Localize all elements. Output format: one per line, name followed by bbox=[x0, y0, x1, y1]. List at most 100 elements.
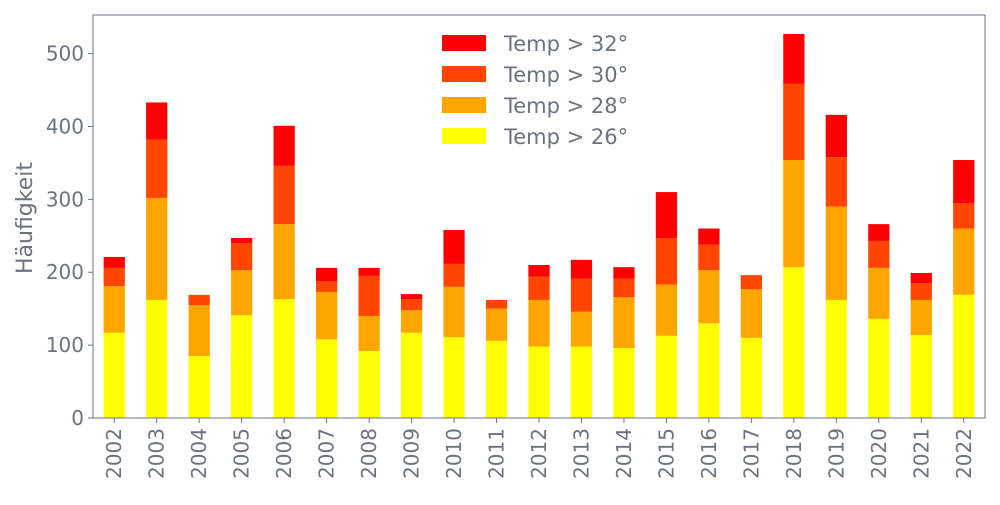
legend-label-3: Temp > 32° bbox=[503, 32, 628, 56]
bar-2007-series-2 bbox=[316, 280, 338, 292]
bar-2020-series-1 bbox=[868, 267, 890, 319]
bar-2005-series-0 bbox=[231, 315, 253, 418]
x-tick-label: 2009 bbox=[400, 428, 424, 479]
bar-2018-series-1 bbox=[783, 160, 805, 268]
bar-2014-series-3 bbox=[613, 267, 635, 279]
bar-2002-series-3 bbox=[103, 256, 125, 268]
x-tick-label: 2021 bbox=[909, 428, 933, 479]
legend-swatch-1 bbox=[442, 97, 486, 113]
legend-label-2: Temp > 30° bbox=[503, 63, 628, 87]
bar-2022-series-0 bbox=[953, 294, 975, 418]
y-tick-label: 100 bbox=[46, 333, 84, 357]
bar-2019-series-2 bbox=[825, 157, 847, 207]
bar-2017-series-0 bbox=[740, 337, 762, 418]
bar-2018-series-3 bbox=[783, 33, 805, 84]
bar-2005-series-3 bbox=[231, 237, 253, 244]
bar-2020-series-0 bbox=[868, 318, 890, 418]
bar-2014-series-1 bbox=[613, 297, 635, 349]
bar-2019-series-0 bbox=[825, 299, 847, 418]
bar-2008-series-2 bbox=[358, 275, 380, 316]
bar-2015-series-0 bbox=[655, 335, 678, 418]
bar-2015-series-1 bbox=[655, 284, 678, 336]
bar-2012-series-0 bbox=[528, 346, 550, 418]
bar-2002-series-2 bbox=[103, 267, 125, 287]
bar-2010-series-3 bbox=[443, 229, 465, 264]
x-tick-label: 2004 bbox=[187, 428, 211, 479]
bar-2004-series-0 bbox=[188, 356, 210, 418]
bar-2004-series-1 bbox=[188, 305, 210, 357]
legend-label-0: Temp > 26° bbox=[503, 125, 628, 149]
x-tick-label: 2007 bbox=[315, 428, 339, 479]
bar-2021-series-3 bbox=[910, 272, 932, 284]
x-tick-label: 2010 bbox=[442, 428, 466, 479]
bar-2022-series-1 bbox=[953, 228, 975, 295]
y-tick-label: 500 bbox=[46, 42, 84, 66]
y-axis-label: Häufigkeit bbox=[13, 162, 38, 274]
x-tick-label: 2018 bbox=[782, 428, 806, 479]
bar-2003-series-1 bbox=[146, 197, 168, 300]
y-tick-label: 0 bbox=[71, 406, 84, 430]
bar-2015-series-3 bbox=[655, 192, 678, 238]
bar-2007-series-3 bbox=[316, 267, 338, 281]
x-tick-label: 2006 bbox=[272, 428, 296, 479]
bar-2014-series-0 bbox=[613, 348, 635, 418]
legend-label-1: Temp > 28° bbox=[503, 94, 628, 118]
x-tick-label: 2016 bbox=[697, 428, 721, 479]
bar-2015-series-2 bbox=[655, 237, 678, 285]
bar-2002-series-1 bbox=[103, 286, 125, 333]
x-tick-label: 2020 bbox=[867, 428, 891, 479]
legend-swatch-3 bbox=[442, 35, 486, 51]
y-tick-label: 200 bbox=[46, 260, 84, 284]
bar-2012-series-2 bbox=[528, 276, 550, 300]
bar-2012-series-1 bbox=[528, 299, 550, 347]
bar-2020-series-2 bbox=[868, 240, 890, 268]
bar-2021-series-1 bbox=[910, 299, 932, 335]
x-tick-label: 2008 bbox=[357, 428, 381, 479]
bar-2011-series-2 bbox=[485, 299, 508, 309]
bar-2021-series-0 bbox=[910, 334, 932, 418]
x-tick-label: 2002 bbox=[102, 428, 126, 479]
bar-2018-series-2 bbox=[783, 83, 805, 161]
bar-2016-series-2 bbox=[698, 244, 720, 271]
bar-2014-series-2 bbox=[613, 278, 635, 298]
bar-2018-series-0 bbox=[783, 267, 805, 418]
bar-2019-series-1 bbox=[825, 206, 847, 300]
bar-2007-series-1 bbox=[316, 291, 338, 340]
bar-2004-series-2 bbox=[188, 294, 210, 306]
bar-2016-series-1 bbox=[698, 270, 720, 324]
bar-2013-series-1 bbox=[570, 311, 593, 347]
bar-2003-series-0 bbox=[146, 299, 168, 418]
bar-2006-series-3 bbox=[273, 125, 295, 166]
legend-swatch-2 bbox=[442, 66, 486, 82]
bar-2005-series-2 bbox=[231, 243, 253, 271]
bar-2008-series-0 bbox=[358, 350, 380, 418]
bar-2016-series-3 bbox=[698, 228, 720, 245]
bar-2013-series-0 bbox=[570, 346, 593, 418]
bar-2020-series-3 bbox=[868, 224, 890, 241]
bar-2003-series-3 bbox=[146, 102, 168, 140]
bars-group bbox=[103, 33, 975, 418]
y-tick-label: 400 bbox=[46, 114, 84, 138]
bar-2010-series-0 bbox=[443, 337, 465, 418]
x-tick-label: 2005 bbox=[230, 428, 254, 479]
bar-2007-series-0 bbox=[316, 339, 338, 418]
x-tick-label: 2015 bbox=[654, 428, 678, 479]
bar-2003-series-2 bbox=[146, 139, 168, 198]
bar-2010-series-2 bbox=[443, 263, 465, 287]
bar-2006-series-0 bbox=[273, 299, 295, 418]
bar-2013-series-2 bbox=[570, 278, 593, 312]
bar-2021-series-2 bbox=[910, 283, 932, 300]
bar-2009-series-3 bbox=[400, 294, 423, 300]
bar-2009-series-2 bbox=[400, 299, 423, 311]
bar-2022-series-3 bbox=[953, 160, 975, 204]
bar-2002-series-0 bbox=[103, 332, 125, 418]
y-axis: 0 100 200 300 400 500 bbox=[46, 42, 93, 430]
bar-2008-series-1 bbox=[358, 315, 380, 351]
legend: Temp > 32° Temp > 30° Temp > 28° Temp > 26° bbox=[442, 32, 628, 149]
bar-2009-series-0 bbox=[400, 332, 423, 418]
bar-2016-series-0 bbox=[698, 323, 720, 418]
bar-2017-series-2 bbox=[740, 275, 762, 290]
x-tick-label: 2003 bbox=[145, 428, 169, 479]
